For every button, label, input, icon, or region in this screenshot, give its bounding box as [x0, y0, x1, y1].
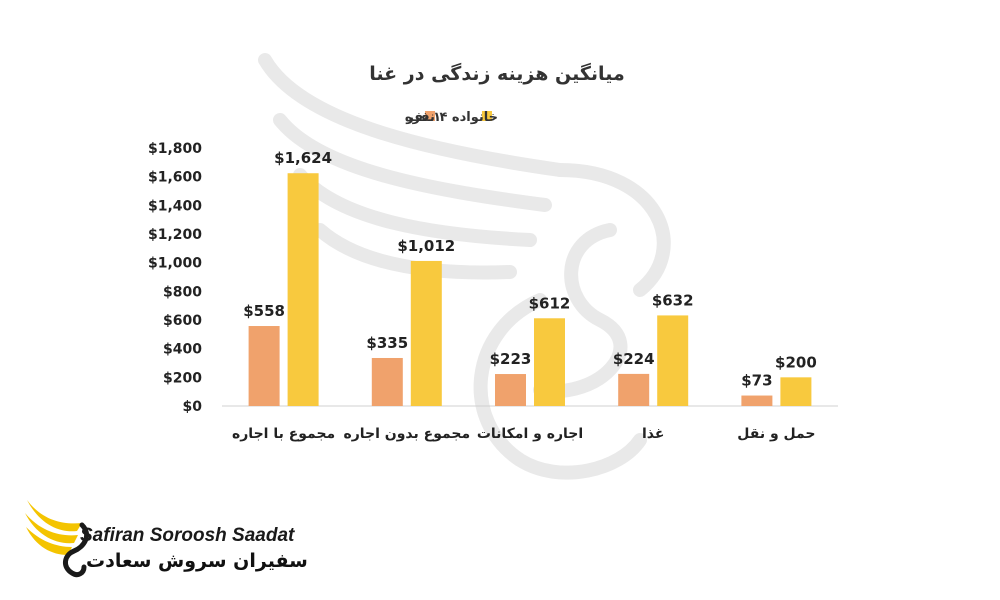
- legend-swatch-1-person: [425, 111, 435, 121]
- data-label: $612: [529, 294, 571, 312]
- bar-one-person-1: [371, 357, 403, 406]
- company-logo: Safiran Soroosh Saadat سفیران سروش سعادت: [22, 495, 308, 585]
- data-label: $73: [741, 372, 772, 390]
- y-tick-label: $1,800: [148, 141, 202, 157]
- y-tick-label: $1,200: [148, 227, 202, 243]
- data-label: $200: [775, 353, 817, 371]
- data-label: $224: [613, 350, 655, 368]
- bar-one-person-2: [495, 374, 526, 406]
- bars: [248, 173, 812, 406]
- bar-family-four-1: [410, 260, 442, 406]
- x-category-label: اجاره و امکانات: [477, 426, 583, 442]
- legend-label-1-person: ۱ نفر: [405, 110, 441, 125]
- bar-one-person-3: [618, 373, 650, 406]
- legend-swatch-family-4: [482, 111, 492, 121]
- y-tick-label: $1,400: [148, 198, 202, 214]
- data-label: $558: [243, 302, 285, 320]
- data-label: $223: [490, 350, 532, 368]
- data-label: $632: [652, 291, 694, 309]
- x-category-label: غذا: [642, 426, 664, 442]
- y-tick-label: $1,000: [148, 256, 202, 272]
- data-label: $1,012: [397, 237, 455, 255]
- x-category-label: مجموع بدون اجاره: [343, 426, 470, 442]
- y-axis: $0 $200 $400 $600 $800 $1,000 $1,200 $1,400 $1,6…: [148, 141, 202, 415]
- y-tick-label: $1,600: [148, 170, 202, 186]
- y-tick-label: $200: [163, 370, 202, 386]
- legend-label-family-4: خانواده ۴ نفره: [405, 110, 498, 125]
- data-label: $335: [366, 334, 408, 352]
- bar-family-four-4: [780, 377, 812, 406]
- bar-one-person-4: [741, 395, 773, 406]
- x-category-label: مجموع با اجاره: [232, 426, 335, 442]
- logo-persian-name: سفیران سروش سعادت: [86, 550, 308, 572]
- wing-logo-icon: [25, 500, 89, 578]
- y-tick-label: $400: [163, 342, 202, 358]
- legend: ۱ نفر خانواده ۴ نفره: [405, 110, 498, 125]
- logo-english-name: Safiran Soroosh Saadat: [80, 525, 295, 546]
- x-category-label: حمل و نقل: [737, 426, 815, 442]
- data-labels: $558 $1,624 $335 $1,012 $223 $612 $224 $632 $73$…: [243, 149, 817, 389]
- y-tick-label: $600: [163, 313, 202, 329]
- bar-family-four-3: [657, 315, 689, 406]
- y-tick-label: $800: [163, 284, 202, 300]
- bar-family-four-0: [287, 173, 319, 406]
- x-axis: مجموع با اجاره مجموع بدون اجاره اجاره و ام…: [232, 426, 816, 442]
- data-label: $1,624: [274, 149, 332, 167]
- bar-one-person-0: [248, 326, 280, 406]
- chart-title: میانگین هزینه زندگی در غنا: [369, 62, 624, 85]
- bar-family-four-2: [534, 318, 565, 406]
- y-tick-label: $0: [183, 399, 203, 415]
